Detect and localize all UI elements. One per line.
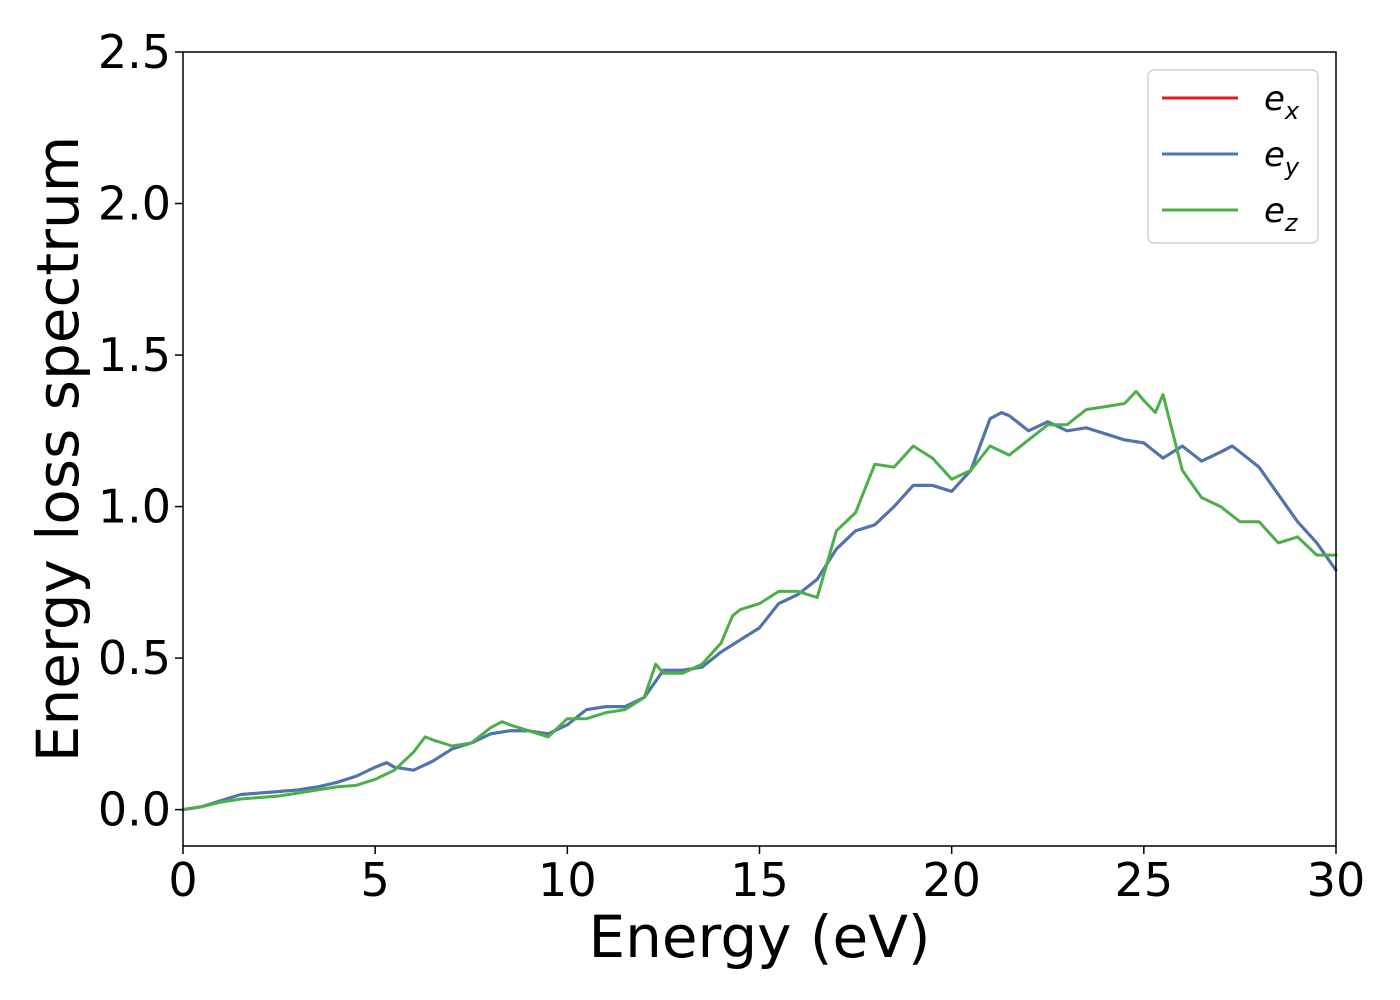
legend-label-x: ex: [1264, 79, 1300, 125]
series-line-y: [181, 411, 1338, 812]
series-line-z: [181, 389, 1338, 812]
x-tick-label: 20: [922, 853, 981, 907]
y-axis-ticks: 0.0 0.5 1.0 1.5 2.0 2.5: [98, 25, 183, 837]
x-tick-label: 25: [1115, 853, 1174, 907]
x-tick-label: 30: [1307, 853, 1366, 907]
y-tick-label: 0.0: [98, 783, 171, 837]
y-tick-label: 0.5: [98, 631, 171, 685]
legend-box: [1147, 69, 1319, 244]
x-axis-label: Energy (eV): [588, 903, 930, 971]
x-tick-label: 10: [538, 853, 597, 907]
y-tick-label: 2.5: [98, 25, 171, 79]
x-tick-label: 0: [168, 853, 197, 907]
legend-label-y: ey: [1264, 135, 1300, 181]
y-tick-label: 1.5: [98, 328, 171, 382]
series-layer: [181, 389, 1338, 812]
legend-label-z: ez: [1264, 191, 1299, 237]
y-axis-label: Energy loss spectrum: [24, 136, 92, 762]
y-tick-label: 1.0: [98, 480, 171, 534]
x-tick-label: 5: [361, 853, 390, 907]
x-axis-ticks: 0 5 10 15 20 25 30: [168, 846, 1365, 907]
plot-area: [183, 52, 1336, 846]
x-tick-label: 15: [730, 853, 789, 907]
legend: ex ey ez: [1147, 69, 1319, 244]
y-tick-label: 2.0: [98, 177, 171, 231]
